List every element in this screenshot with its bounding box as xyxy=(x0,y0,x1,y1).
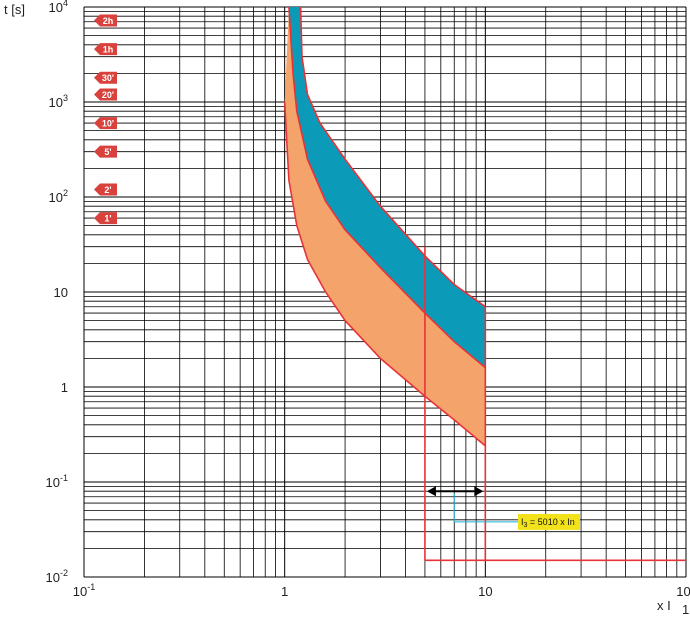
annotation-label: I3 = 5010 x In xyxy=(521,517,575,529)
trip-curve-line xyxy=(299,6,486,308)
annotation-leader-line xyxy=(453,493,518,523)
time-marker-label: 1h xyxy=(103,45,114,55)
y-tick-label: 10-1 xyxy=(46,473,68,490)
time-markers: 2h 1h 30' 20' 10' 5' 2' 1' xyxy=(94,14,117,225)
y-tick-label: 103 xyxy=(49,93,68,110)
time-marker-label: 10' xyxy=(102,119,114,129)
x-tick-label: 10 xyxy=(478,584,492,599)
time-marker-arrow xyxy=(94,117,117,130)
time-marker-badge: 2h xyxy=(94,14,117,27)
x-tick-label: 10-1 xyxy=(73,582,95,599)
y-axis-title: t [s] xyxy=(4,2,25,17)
y-tick-label: 1 xyxy=(61,380,68,395)
time-marker-arrow xyxy=(94,71,117,84)
time-marker-badge: 20' xyxy=(94,88,117,101)
time-marker-label: 30' xyxy=(102,73,114,83)
curve-lines xyxy=(283,6,686,562)
trip-curve-line xyxy=(288,6,486,369)
time-marker-badge: 5' xyxy=(94,145,117,158)
blue-band xyxy=(288,7,486,368)
time-marker-arrow xyxy=(94,212,117,225)
curve-bands xyxy=(284,7,486,446)
time-marker-label: 2' xyxy=(104,185,111,195)
time-marker-badge: 10' xyxy=(94,117,117,130)
x-axis-title: x I xyxy=(657,598,671,613)
time-marker-arrow xyxy=(94,183,117,196)
trip-curve-line xyxy=(283,101,486,447)
range-arrow-head-right xyxy=(474,486,484,497)
y-tick-label: 102 xyxy=(49,188,68,205)
range-arrow-head-left xyxy=(426,486,436,497)
time-marker-badge: 1' xyxy=(94,212,117,225)
annotation-box xyxy=(518,513,580,530)
x-axis-title-subscript: 1 xyxy=(682,602,689,617)
time-marker-label: 1' xyxy=(104,214,111,224)
time-marker-label: 20' xyxy=(102,90,114,100)
time-marker-label: 5' xyxy=(104,147,111,157)
y-tick-label: 104 xyxy=(49,0,68,15)
annotation: I3 = 5010 x In xyxy=(426,486,580,530)
time-marker-badge: 1h xyxy=(94,43,117,56)
time-marker-arrow xyxy=(94,43,117,56)
time-marker-label: 2h xyxy=(103,16,114,26)
time-marker-badge: 30' xyxy=(94,71,117,84)
time-marker-arrow xyxy=(94,14,117,27)
y-tick-label: 10 xyxy=(54,285,68,300)
y-tick-label: 10-2 xyxy=(46,568,68,585)
axis-ticks: 10-111010210410310210110-110-2 xyxy=(46,0,690,599)
time-marker-arrow xyxy=(94,88,117,101)
time-marker-badge: 2' xyxy=(94,183,117,196)
orange-band xyxy=(284,7,486,446)
x-tick-label: 102 xyxy=(676,582,690,599)
time-marker-arrow xyxy=(94,145,117,158)
x-tick-label: 1 xyxy=(281,584,288,599)
